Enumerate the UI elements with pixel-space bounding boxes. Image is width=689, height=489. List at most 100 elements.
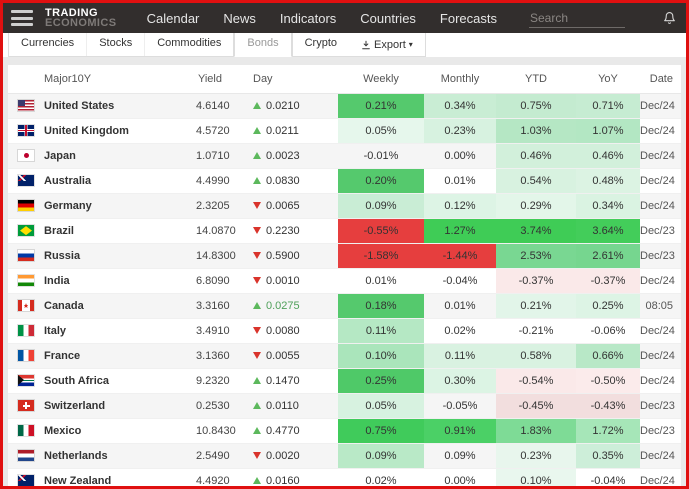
column-header-day[interactable]: Day — [250, 65, 338, 94]
country-link[interactable]: United States — [44, 99, 115, 112]
yoy-cell: -0.50% — [576, 368, 640, 394]
weekly-cell: 0.05% — [338, 118, 424, 144]
table-row[interactable]: Mexico 10.8430 0.4770 0.75% 0.91% 1.83% 1.72% D… — [8, 418, 681, 444]
down-arrow-icon — [253, 351, 261, 359]
date-cell: Dec/24 — [640, 268, 681, 294]
day-change-cell: 0.0110 — [250, 393, 338, 419]
day-change-cell: 0.0010 — [250, 268, 338, 294]
tab-currencies[interactable]: Currencies — [21, 37, 75, 49]
table-row[interactable]: Australia 4.4990 0.0830 0.20% 0.01% 0.54% 0.48… — [8, 168, 681, 194]
yield-cell: 3.4910 — [196, 318, 250, 344]
nav-item-forecasts[interactable]: Forecasts — [439, 10, 497, 26]
day-change-value: 0.0211 — [266, 124, 299, 137]
country-link[interactable]: Mexico — [44, 424, 82, 437]
nav-item-calendar[interactable]: Calendar — [146, 10, 200, 26]
brand-line-1: TRADING — [45, 7, 98, 19]
table-row[interactable]: India 6.8090 0.0010 0.01% -0.04% -0.37% -0.37%… — [8, 268, 681, 294]
day-change-value: 0.0210 — [266, 99, 300, 112]
country-link[interactable]: Italy — [44, 324, 67, 337]
column-header-yoy[interactable]: YoY — [576, 65, 640, 94]
country-link[interactable]: Canada — [44, 299, 84, 312]
country-link[interactable]: Switzerland — [44, 399, 106, 412]
nav-item-indicators[interactable]: Indicators — [279, 10, 337, 26]
flag-cell — [8, 418, 44, 444]
flag-cell — [8, 243, 44, 269]
country-link[interactable]: France — [44, 349, 81, 362]
table-row[interactable]: Canada 3.3160 0.0275 0.18% 0.01% 0.21% 0.25% 08… — [8, 293, 681, 319]
yoy-cell: 3.64% — [576, 218, 640, 244]
day-change-value: 0.4770 — [266, 424, 300, 437]
yield-cell: 4.4920 — [196, 468, 250, 486]
table-row[interactable]: United Kingdom 4.5720 0.0211 0.05% 0.23% 1.03… — [8, 118, 681, 144]
yield-cell: 2.5490 — [196, 443, 250, 469]
flag-cell — [8, 268, 44, 294]
table-row[interactable]: United States 4.6140 0.0210 0.21% 0.34% 0.75%… — [8, 93, 681, 119]
tab-commodities[interactable]: Commodities — [144, 33, 233, 56]
day-change-value: 0.0065 — [266, 199, 300, 212]
tab-bonds[interactable]: Bonds — [247, 37, 279, 49]
flag-cell — [8, 443, 44, 469]
search-input[interactable] — [529, 8, 625, 28]
column-header-date[interactable]: Date — [640, 65, 681, 94]
country-cell: New Zealand — [44, 468, 196, 486]
bell-notification-icon[interactable] — [663, 11, 676, 25]
yoy-cell: -0.37% — [576, 268, 640, 294]
table-row[interactable]: Switzerland 0.2530 0.0110 0.05% -0.05% -0.45%… — [8, 393, 681, 419]
weekly-cell: 0.10% — [338, 343, 424, 369]
hamburger-menu-icon[interactable] — [11, 10, 33, 26]
column-header-yield[interactable]: Yield — [196, 65, 250, 94]
up-arrow-icon — [253, 401, 261, 409]
column-header-weekly[interactable]: Weekly — [338, 65, 424, 94]
date-cell: Dec/24 — [640, 143, 681, 169]
brand-line-2: ECONOMICS — [45, 17, 117, 29]
nav-item-news[interactable]: News — [223, 10, 256, 26]
country-link[interactable]: Japan — [44, 149, 76, 162]
country-link[interactable]: New Zealand — [44, 474, 112, 487]
tab-stocks[interactable]: Stocks — [86, 33, 144, 56]
weekly-cell: 0.25% — [338, 368, 424, 394]
table-row[interactable]: South Africa 9.2320 0.1470 0.25% 0.30% -0.54%… — [8, 368, 681, 394]
country-link[interactable]: Australia — [44, 174, 92, 187]
brand-logo[interactable]: TRADING ECONOMICS — [45, 7, 117, 29]
yoy-cell: 0.46% — [576, 143, 640, 169]
date-cell: Dec/24 — [640, 168, 681, 194]
day-change-cell: 0.5900 — [250, 243, 338, 269]
table-row[interactable]: Japan 1.0710 0.0023 -0.01% 0.00% 0.46% 0.46% De… — [8, 143, 681, 169]
yoy-cell: 1.72% — [576, 418, 640, 444]
country-link[interactable]: Germany — [44, 199, 92, 212]
monthly-cell: 0.11% — [424, 343, 496, 369]
country-cell: United States — [44, 93, 196, 119]
column-header-monthly[interactable]: Monthly — [424, 65, 496, 94]
column-header-ytd[interactable]: YTD — [496, 65, 576, 94]
export-button[interactable]: Export ▾ — [349, 33, 425, 56]
country-link[interactable]: United Kingdom — [44, 124, 129, 137]
day-change-cell: 0.0023 — [250, 143, 338, 169]
flag-br-icon — [18, 225, 34, 237]
table-row[interactable]: Germany 2.3205 0.0065 0.09% 0.12% 0.29% 0.34% D… — [8, 193, 681, 219]
nav-item-countries[interactable]: Countries — [360, 10, 416, 26]
table-row[interactable]: Russia 14.8300 0.5900 -1.58% -1.44% 2.53% 2.61… — [8, 243, 681, 269]
country-cell: India — [44, 268, 196, 294]
country-cell: Brazil — [44, 218, 196, 244]
country-link[interactable]: Brazil — [44, 224, 74, 237]
flag-cell — [8, 343, 44, 369]
weekly-cell: 0.21% — [338, 93, 424, 119]
table-row[interactable]: New Zealand 4.4920 0.0160 0.02% 0.00% 0.10% -0… — [8, 468, 681, 486]
country-cell: Switzerland — [44, 393, 196, 419]
table-row[interactable]: Brazil 14.0870 0.2230 -0.55% 1.27% 3.74% 3.64%… — [8, 218, 681, 244]
column-header-major10y[interactable]: Major10Y — [44, 65, 196, 94]
down-arrow-icon — [253, 226, 261, 234]
ytd-cell: 0.10% — [496, 468, 576, 486]
weekly-cell: 0.05% — [338, 393, 424, 419]
content-area: Major10Y Yield Day Weekly Monthly YTD Yo… — [3, 57, 686, 486]
table-row[interactable]: Netherlands 2.5490 0.0020 0.09% 0.09% 0.23% 0.… — [8, 443, 681, 469]
country-link[interactable]: Netherlands — [44, 449, 108, 462]
country-link[interactable]: South Africa — [44, 374, 109, 387]
country-link[interactable]: Russia — [44, 249, 81, 262]
tab-crypto[interactable]: Crypto — [304, 37, 337, 49]
table-row[interactable]: France 3.1360 0.0055 0.10% 0.11% 0.58% 0.66% De… — [8, 343, 681, 369]
country-link[interactable]: India — [44, 274, 70, 287]
market-tabs-bar: Currencies Stocks Commodities Bonds Cryp… — [3, 33, 686, 57]
table-row[interactable]: Italy 3.4910 0.0080 0.11% 0.02% -0.21% -0.06% D… — [8, 318, 681, 344]
up-arrow-icon — [253, 176, 261, 184]
